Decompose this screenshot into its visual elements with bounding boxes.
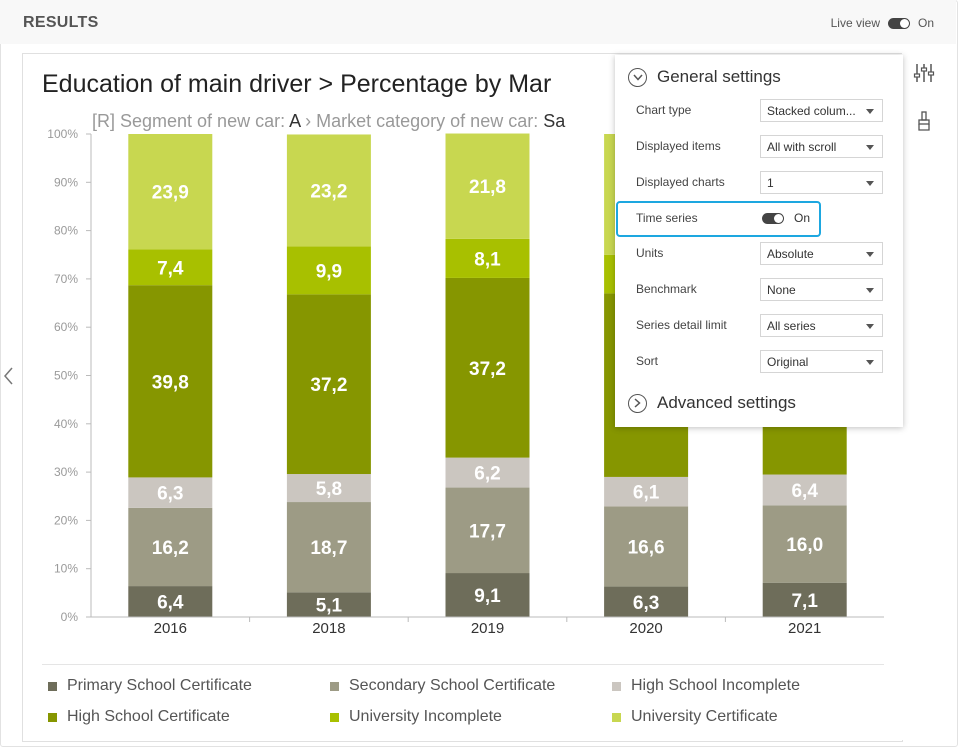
advanced-settings-header[interactable]: Advanced settings: [628, 393, 796, 413]
series-detail-limit-select[interactable]: All series: [760, 314, 883, 337]
displayed-items-select[interactable]: All with scroll: [760, 135, 883, 158]
legend-label: Secondary School Certificate: [349, 677, 556, 694]
live-view-toggle[interactable]: [887, 17, 910, 29]
setting-label-chart-type: Chart type: [636, 103, 692, 117]
live-view-state: On: [917, 16, 934, 30]
caret-down-icon: [866, 324, 874, 329]
general-settings-title: General settings: [657, 67, 781, 86]
chevron-left-icon[interactable]: [3, 366, 15, 391]
general-settings-header[interactable]: General settings: [628, 67, 781, 87]
legend-label: University Incomplete: [349, 708, 502, 725]
displayed-charts-value: 1: [767, 176, 774, 190]
caret-down-icon: [866, 109, 874, 114]
setting-label-sort: Sort: [636, 354, 659, 368]
units-select[interactable]: Absolute: [760, 242, 883, 265]
time-series-highlight: [616, 201, 821, 237]
setting-label-series-detail-limit: Series detail limit: [636, 318, 727, 332]
series-detail-limit-value: All series: [767, 319, 816, 333]
legend-label: High School Incomplete: [631, 677, 800, 694]
chevron-right-icon: [628, 393, 647, 413]
legend-item[interactable]: University Incomplete: [330, 708, 502, 726]
benchmark-select[interactable]: None: [760, 278, 883, 301]
results-title: RESULTS: [23, 14, 99, 31]
general-settings-panel: General settings Chart type Stacked colu…: [615, 55, 903, 427]
caret-down-icon: [866, 181, 874, 186]
setting-label-displayed-charts: Displayed charts: [636, 175, 725, 189]
legend-label: High School Certificate: [67, 708, 230, 725]
chart-title: Education of main driver > Percentage by…: [42, 70, 552, 98]
subtitle-prefix: [R] Segment of new car:: [92, 111, 290, 131]
chevron-down-icon: [628, 67, 647, 87]
displayed-charts-select[interactable]: 1: [760, 171, 883, 194]
live-view-control[interactable]: Live view On: [831, 16, 934, 30]
legend-item[interactable]: Primary School Certificate: [48, 677, 252, 695]
time-series-control[interactable]: On: [762, 211, 810, 225]
legend-swatch: [612, 712, 621, 722]
sort-value: Original: [767, 355, 809, 369]
setting-label-displayed-items: Displayed items: [636, 139, 721, 153]
subtitle-category-value: Sa: [543, 111, 566, 131]
paintbrush-icon[interactable]: [913, 110, 935, 132]
live-view-label: Live view: [830, 16, 880, 30]
legend-swatch: [48, 681, 57, 691]
results-header: [0, 0, 956, 44]
legend-item[interactable]: University Certificate: [612, 708, 778, 726]
sort-select[interactable]: Original: [760, 350, 883, 373]
legend-item[interactable]: High School Incomplete: [612, 677, 800, 695]
time-series-toggle[interactable]: [762, 212, 784, 224]
caret-down-icon: [866, 288, 874, 293]
caret-down-icon: [866, 252, 874, 257]
setting-label-benchmark: Benchmark: [636, 282, 697, 296]
setting-label-time-series: Time series: [636, 211, 698, 225]
subtitle-mid: › Market category of new car:: [300, 111, 544, 131]
advanced-settings-title: Advanced settings: [657, 393, 796, 412]
legend-swatch: [330, 712, 339, 722]
sliders-icon[interactable]: [913, 62, 935, 84]
caret-down-icon: [866, 145, 874, 150]
chart-type-select[interactable]: Stacked colum...: [760, 99, 883, 122]
chart-type-value: Stacked colum...: [767, 104, 856, 118]
legend-item[interactable]: Secondary School Certificate: [330, 677, 555, 695]
right-tool-rail: [902, 53, 956, 740]
setting-label-units: Units: [636, 246, 664, 260]
legend-divider: [42, 664, 884, 665]
legend-item[interactable]: High School Certificate: [48, 708, 230, 726]
legend-label: Primary School Certificate: [67, 677, 252, 694]
caret-down-icon: [866, 360, 874, 365]
legend-swatch: [612, 681, 621, 691]
units-value: Absolute: [767, 247, 814, 261]
legend-label: University Certificate: [631, 708, 778, 725]
subtitle-segment-value: A: [289, 111, 301, 131]
chart-subtitle: [R] Segment of new car: A › Market categ…: [92, 111, 565, 132]
legend-swatch: [330, 681, 339, 691]
benchmark-value: None: [767, 283, 796, 297]
time-series-state: On: [794, 211, 811, 225]
displayed-items-value: All with scroll: [767, 140, 837, 154]
legend-swatch: [48, 712, 57, 722]
